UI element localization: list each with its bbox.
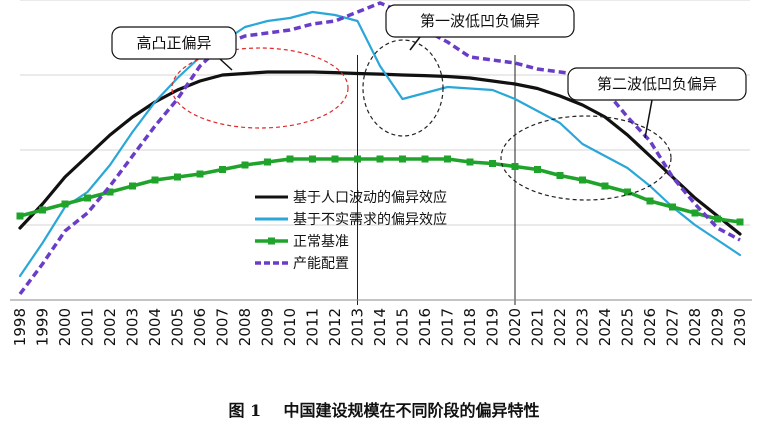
x-tick-label: 2024 [596,308,614,346]
series-line [18,10,742,278]
figure-number: 图 1 [228,401,262,420]
x-tick-label: 2006 [191,308,209,346]
series-marker [61,200,69,208]
series-marker [129,182,136,190]
x-tick-label: 1998 [11,308,29,346]
annotation-ellipse [500,115,672,201]
annotation-leader [409,36,421,51]
series-marker [16,212,24,220]
series-line [18,70,742,236]
annotation-leader [644,99,653,139]
series-marker [489,160,496,167]
series-marker [376,155,384,163]
x-tick-label: 2002 [101,308,119,346]
legend-marker [268,237,275,245]
series-marker [309,155,316,163]
series-marker [669,203,676,211]
series-marker [354,155,361,163]
series-marker [511,163,519,170]
x-tick-label: 2005 [169,308,187,346]
x-tick-label: 2007 [214,308,232,346]
legend-label: 正常基准 [293,233,349,250]
series-marker [691,209,699,217]
series-marker [556,172,564,179]
series-marker [534,166,541,173]
x-tick-label: 2010 [281,308,299,346]
x-tick-label: 2021 [529,308,547,346]
series-marker [174,173,181,181]
x-tick-label: 2016 [416,308,434,346]
x-tick-label: 2025 [619,308,637,346]
series-marker [286,155,294,163]
x-tick-label: 2022 [551,308,569,346]
x-tick-label: 2020 [506,308,524,346]
annotation-label: 第二波低凹负偏异 [597,75,717,93]
series-marker [399,155,406,163]
annotation-box [567,67,747,101]
phase-divider-lines [357,55,516,305]
x-tick-label: 2017 [439,308,457,346]
x-tick-label: 2012 [326,308,344,346]
annotation-box [385,4,575,38]
annotation-label: 第一波低凹负偏异 [420,12,540,30]
legend-label: 基于人口波动的偏异效应 [293,189,447,206]
x-tick-label: 2029 [709,308,727,346]
series-marker [106,188,114,196]
series-marker [39,206,46,214]
series-lines [16,1,744,296]
series-marker [151,176,159,184]
series-marker [241,161,249,169]
annotation-ellipse [362,39,444,137]
x-tick-label: 2023 [574,308,592,346]
figure-caption: 图 1 中国建设规模在不同阶段的偏异特性 [0,397,768,421]
annotation-leader [219,58,233,71]
series-line [18,1,741,296]
x-tick-label: 2028 [686,308,704,346]
x-tick-label: 2004 [146,308,164,346]
legend-label: 基于不实需求的偏异效应 [293,211,447,228]
series-marker [624,188,631,196]
series-marker [421,155,429,163]
x-tick-label: 2013 [349,308,367,346]
x-tick-label: 2018 [461,308,479,346]
series-marker [196,170,204,178]
x-tick-label: 2003 [124,308,142,346]
series-marker [466,158,474,166]
series-marker [601,182,609,190]
x-tick-label: 2001 [79,308,97,346]
series-marker [714,215,721,223]
series-marker [331,155,339,163]
x-tick-label: 2008 [236,308,254,346]
series-marker [579,176,586,184]
series-marker [444,155,451,163]
annotation-label: 高凸正偏异 [136,34,211,52]
x-tick-label: 1999 [34,308,52,346]
series-marker [264,158,271,166]
x-tick-label: 2015 [394,308,412,346]
x-tick-label: 2019 [484,308,502,346]
legend-label: 产能配置 [293,256,349,272]
series-marker [736,218,744,226]
x-tick-label: 2030 [731,308,749,346]
x-tick-label: 2000 [56,308,74,346]
annotation-box [111,26,237,60]
x-axis: 1998 1999 2000 2001 2002 2003 2004 2005 2006 2007… [10,299,752,346]
series-marker [646,197,654,205]
x-tick-label: 2026 [641,308,659,346]
x-tick-label: 2014 [371,308,389,346]
x-tick-label: 2027 [664,308,682,346]
series-marker [219,166,226,173]
figure-title: 中国建设规模在不同阶段的偏异特性 [283,401,540,420]
annotation-ellipse [171,47,349,129]
x-tick-label: 2009 [259,308,277,346]
series-marker [84,194,91,202]
x-tick-label: 2011 [304,308,322,346]
